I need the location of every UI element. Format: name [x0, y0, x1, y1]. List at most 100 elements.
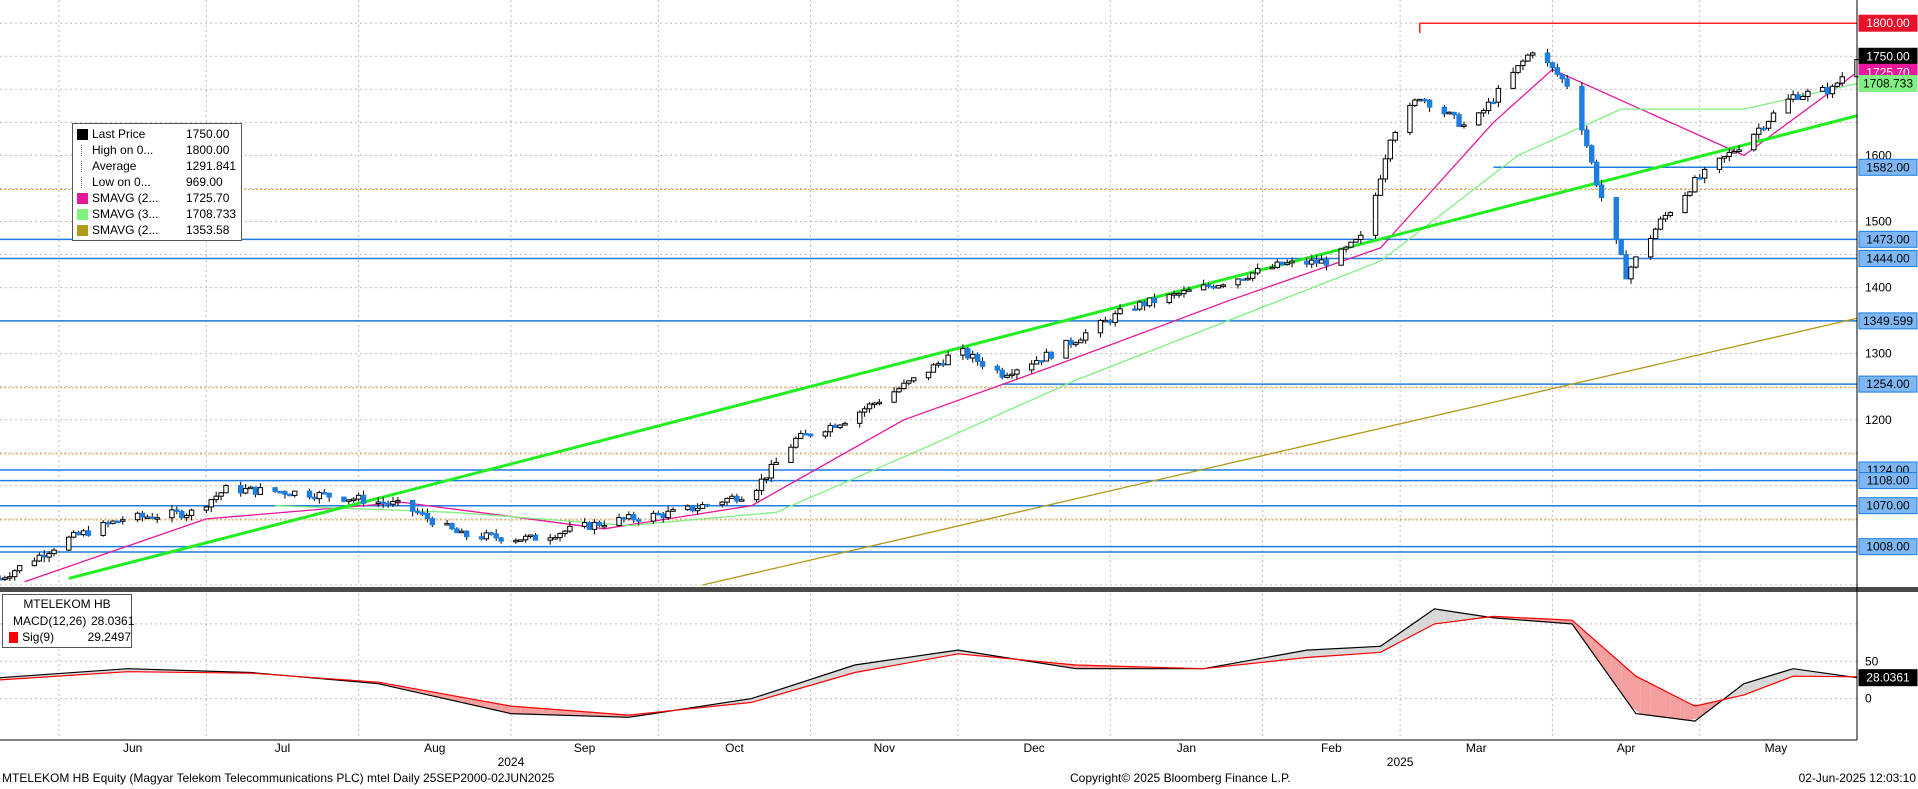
support-value-label-bg [1858, 472, 1918, 490]
macd-histogram-fill [776, 687, 787, 696]
legend-swatch [77, 192, 88, 204]
candle-body [1417, 98, 1423, 102]
candle-body [1014, 369, 1020, 375]
candle-body [1353, 238, 1359, 243]
legend-value: 1291.841 [186, 159, 237, 173]
candle-body [861, 408, 868, 413]
candle-body [1618, 239, 1624, 256]
legend-label: Last Price [92, 127, 146, 141]
candle-body [1284, 262, 1290, 266]
support-value-label-bg [1858, 538, 1918, 556]
candle-body [1490, 101, 1497, 105]
legend-value: 1708.733 [186, 207, 237, 221]
candle-body [120, 519, 126, 522]
candle-body [1205, 284, 1212, 287]
legend-label: Low on 0... [92, 175, 151, 189]
candle-body [1048, 351, 1055, 359]
macd-histogram-fill [1699, 702, 1710, 718]
candle-body [1412, 99, 1418, 106]
candle-body [1662, 214, 1669, 220]
candle-body [1800, 96, 1806, 100]
legend-swatch [81, 176, 88, 188]
candle-body [1446, 111, 1452, 115]
candle-body [704, 504, 711, 507]
candle-body [842, 422, 848, 426]
candle-body [547, 537, 553, 541]
price-value-label: 1800.00 [1866, 16, 1910, 30]
resistance-line [1419, 22, 1857, 34]
macd-histogram-fill [1434, 608, 1445, 624]
support-value-label: 1108.00 [1867, 474, 1910, 488]
candle-body [1200, 284, 1207, 291]
candle-body [1824, 86, 1831, 95]
macd-histogram-fill [1336, 648, 1347, 656]
legend-swatch [77, 224, 88, 236]
candle-body [793, 437, 799, 448]
candle-body [223, 485, 229, 494]
macd-histogram-fill [1316, 649, 1327, 657]
candle-body [1382, 158, 1389, 180]
candle-body [1760, 127, 1767, 131]
candle-body [321, 491, 327, 495]
candle-body [1141, 301, 1148, 307]
candle-body [837, 424, 843, 429]
macd-legend-row: Sig(9) 29.2497 [3, 629, 131, 645]
candle-body [1441, 106, 1448, 115]
candle-body [1756, 127, 1762, 135]
macd-histogram-fill [1631, 671, 1641, 715]
candle-body [85, 530, 92, 536]
footer-security: MTELEKOM HB Equity (Magyar Telekom Telec… [2, 771, 555, 785]
candle-body [1392, 131, 1398, 141]
candle-body [1495, 87, 1502, 103]
candle-body [660, 513, 666, 519]
candle-body [1269, 266, 1276, 270]
candle-body [1387, 139, 1393, 160]
candle-body [945, 354, 951, 366]
candle-body [1461, 124, 1467, 127]
candle-body [444, 522, 450, 526]
candle-body [1623, 254, 1629, 280]
candle-body [139, 512, 146, 518]
candle-body [1235, 278, 1241, 286]
candle-body [901, 382, 907, 390]
legend-swatch [77, 208, 88, 220]
candle-body [424, 512, 431, 520]
macd-legend-row: MACD(12,26) 28.0361 [3, 613, 134, 629]
support-value-label-bg [1858, 375, 1918, 393]
candle-body [1137, 301, 1143, 310]
macd-histogram-fill [1306, 649, 1317, 658]
macd-histogram-fill [1689, 703, 1700, 721]
candle-body [734, 495, 740, 502]
macd-value-label-bg [1858, 669, 1918, 687]
candle-body [1426, 99, 1433, 108]
candle-body [1063, 339, 1069, 359]
support-value-label-bg [1858, 497, 1918, 515]
candle-body [1515, 65, 1521, 73]
candle-body [1839, 76, 1845, 84]
candle-body [832, 424, 838, 429]
x-tick-label: Feb [1321, 741, 1342, 755]
candle-body [1525, 54, 1531, 62]
candle-body [478, 536, 485, 540]
candle-body [169, 509, 175, 519]
candle-body [1584, 129, 1590, 147]
support-value-label: 1349.599 [1863, 314, 1913, 328]
candle-body [935, 363, 942, 366]
candle-body [355, 494, 362, 500]
candle-body [1476, 112, 1482, 126]
candle-body [1078, 339, 1084, 344]
candle-body [1697, 177, 1703, 180]
candle-body [105, 522, 111, 525]
candle-body [1579, 85, 1585, 131]
candle-body [1308, 259, 1315, 265]
macd-histogram-fill [854, 663, 865, 673]
candle-body [1407, 104, 1413, 133]
candle-body [1731, 151, 1737, 154]
candle-body [616, 517, 622, 526]
candle-body [1667, 212, 1674, 216]
x-tick-label: Sep [574, 741, 596, 755]
candle-body [1343, 246, 1349, 250]
candle-body [1647, 238, 1654, 258]
candle-body [464, 530, 470, 538]
candle-body [149, 516, 155, 520]
